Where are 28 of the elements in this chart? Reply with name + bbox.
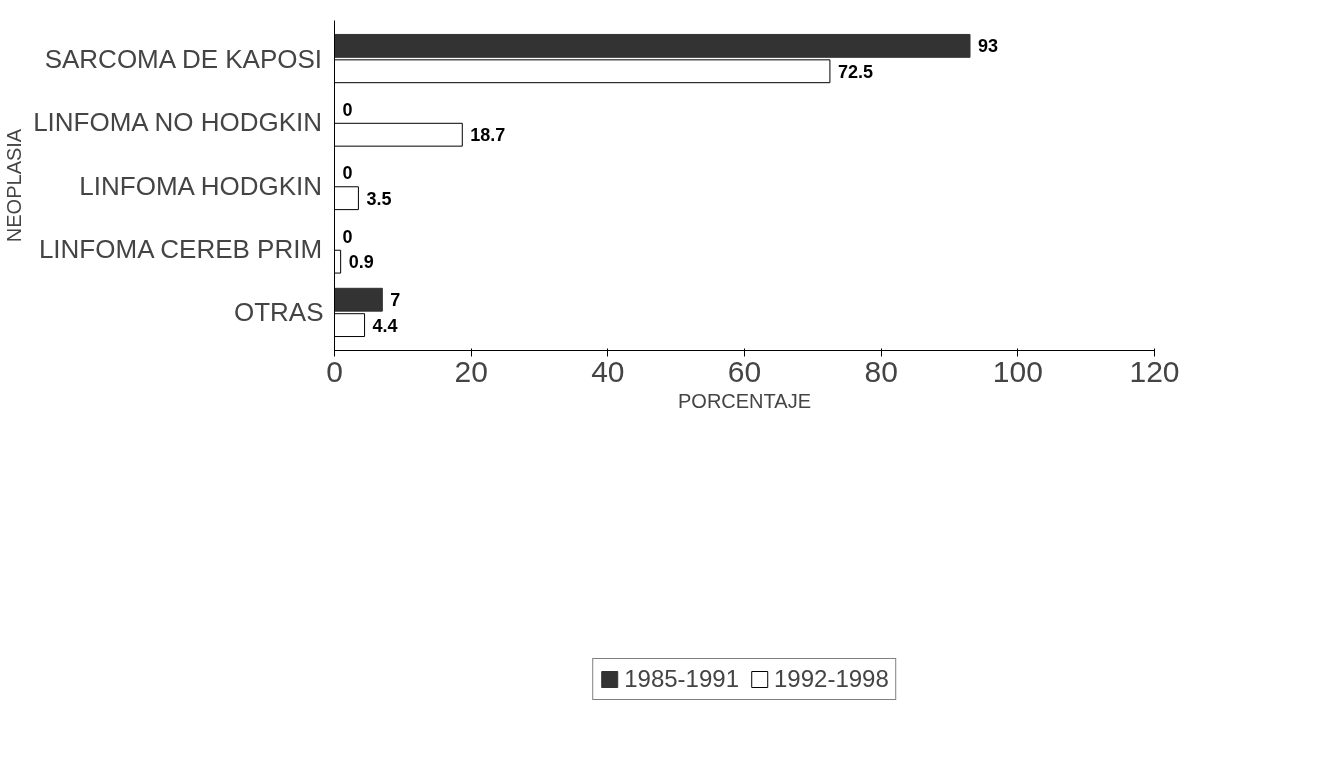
x-tick-label: 40 xyxy=(591,354,625,388)
bar xyxy=(334,33,971,58)
y-axis-title: NEOPLASIA xyxy=(3,128,26,243)
data-label: 7 xyxy=(390,290,401,311)
x-tick-label: 60 xyxy=(727,354,762,388)
data-label: 4.4 xyxy=(372,315,398,336)
data-label: 0 xyxy=(342,99,353,120)
x-tick-label: 120 xyxy=(1129,354,1180,388)
y-tick-label: LINFOMA CEREB PRIM xyxy=(38,233,323,264)
y-tick-label: SARCOMA DE KAPOSI xyxy=(44,43,323,74)
x-tick-label: 0 xyxy=(326,354,343,388)
y-tick-label: OTRAS xyxy=(233,297,324,328)
data-label: 93 xyxy=(978,36,999,57)
data-label: 0.9 xyxy=(348,252,374,273)
legend-label: 1992-1998 xyxy=(774,665,889,693)
y-tick-label: LINFOMA NO HODGKIN xyxy=(33,107,323,138)
data-label: 0 xyxy=(342,226,353,247)
x-axis-title: PORCENTAJE xyxy=(678,389,811,412)
data-label: 0 xyxy=(342,163,353,184)
data-label: 18.7 xyxy=(470,125,506,146)
data-label: 72.5 xyxy=(837,61,873,82)
legend-label: 1985-1991 xyxy=(624,665,739,693)
data-label: 3.5 xyxy=(366,188,392,209)
x-tick-label: 100 xyxy=(992,354,1043,388)
x-tick-label: 80 xyxy=(864,354,898,388)
bar xyxy=(334,287,383,312)
y-tick-label: LINFOMA HODGKIN xyxy=(79,170,323,201)
x-tick-label: 20 xyxy=(454,354,488,388)
